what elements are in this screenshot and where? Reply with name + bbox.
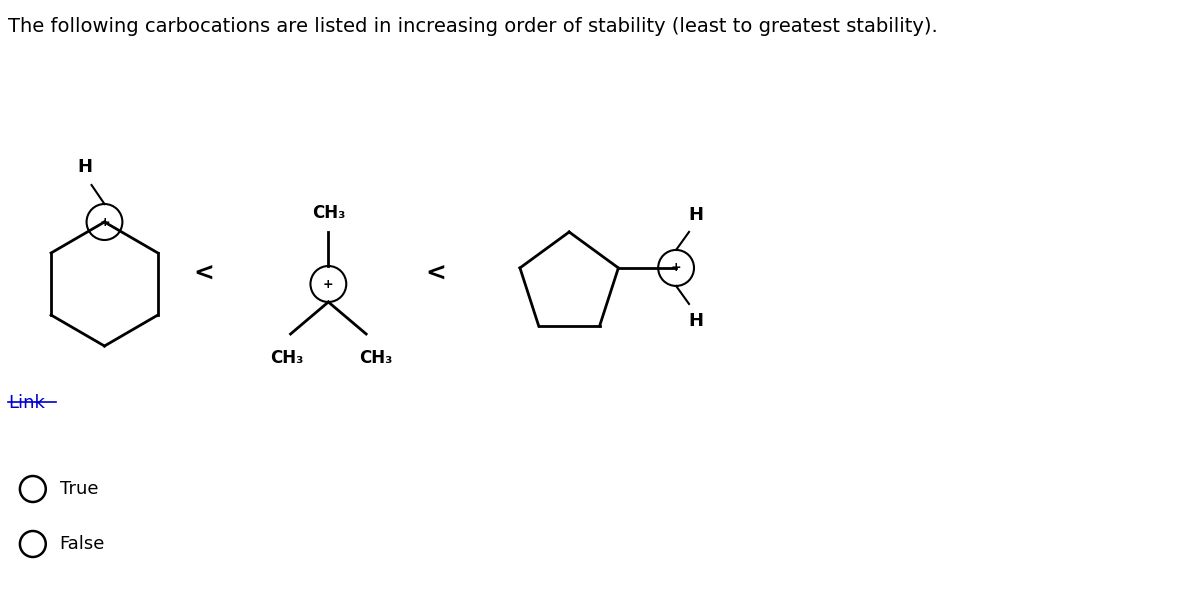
Text: CH₃: CH₃ xyxy=(312,204,346,222)
Text: +: + xyxy=(100,216,109,228)
Text: +: + xyxy=(323,277,334,291)
Text: The following carbocations are listed in increasing order of stability (least to: The following carbocations are listed in… xyxy=(8,17,937,36)
Text: H: H xyxy=(689,206,703,224)
Text: H: H xyxy=(77,158,92,176)
Text: False: False xyxy=(60,535,106,553)
Text: +: + xyxy=(671,261,682,274)
Text: CH₃: CH₃ xyxy=(360,349,392,367)
Text: <: < xyxy=(425,262,446,286)
Text: H: H xyxy=(689,312,703,330)
Text: <: < xyxy=(193,262,215,286)
Text: CH₃: CH₃ xyxy=(270,349,304,367)
Text: True: True xyxy=(60,480,98,498)
Text: Link: Link xyxy=(8,394,44,412)
